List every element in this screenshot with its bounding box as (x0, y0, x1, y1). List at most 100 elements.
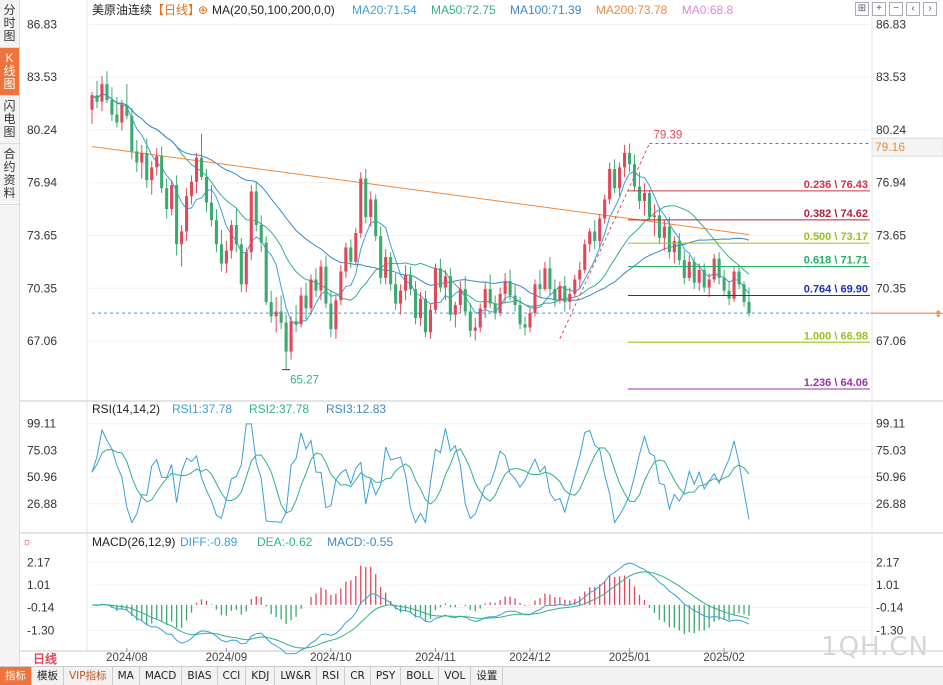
candle-body (498, 293, 502, 314)
macd-legend-2: MACD:-0.55 (327, 535, 393, 549)
candle-body (613, 168, 617, 189)
price-tick-right: 83.53 (876, 70, 906, 84)
candle-body (130, 116, 134, 152)
candle-body (249, 191, 253, 253)
candle-body (409, 274, 413, 290)
fib-label: 0.382 \ 74.62 (804, 208, 868, 220)
indicator-tab-6[interactable]: CCI (218, 667, 247, 685)
rsi1-line (91, 423, 750, 525)
candle-body (364, 178, 368, 218)
candle-body (244, 252, 248, 285)
candle-body (90, 95, 94, 110)
indicator-tab-13[interactable]: VOL (439, 667, 472, 685)
price-tag-box (871, 137, 943, 157)
candle-body (707, 279, 711, 288)
x-tick-label: 2025/01 (609, 652, 651, 664)
candle-body (140, 152, 144, 163)
macd-title: MACD(26,12,9) (92, 535, 175, 549)
macd-tick-right: 2.17 (876, 555, 900, 569)
candle-body (687, 261, 691, 278)
candle-body (488, 289, 492, 304)
indicator-tab-7[interactable]: KDJ (246, 667, 276, 685)
indicator-tab-9[interactable]: RSI (317, 667, 346, 685)
candle-body (503, 281, 507, 294)
candle-body (374, 199, 378, 237)
candle-body (279, 311, 283, 323)
price-tick-left: 80.24 (27, 123, 57, 137)
macd-dea-line (91, 571, 750, 649)
candle-body (289, 321, 293, 352)
ma-legend-4: MA0:68.8 (682, 3, 734, 17)
macd-diff-line (91, 562, 750, 655)
candle-body (737, 271, 741, 285)
period-box (30, 652, 62, 666)
candle-body (399, 290, 403, 304)
candle-body (219, 244, 223, 264)
candle-body (115, 114, 119, 123)
fib-label: 0.618 \ 71.71 (804, 255, 868, 267)
candle-body (468, 311, 472, 331)
x-tick-label: 2024/11 (415, 652, 456, 664)
indicator-tab-2[interactable]: VIP指标 (64, 667, 113, 685)
candle-body (742, 284, 746, 302)
candle-body (100, 84, 104, 102)
candle-body (463, 289, 467, 312)
side-tab-0[interactable]: 分时图 (0, 0, 19, 48)
candle-body (702, 269, 706, 288)
side-tab-2[interactable]: 闪电图 (0, 96, 19, 144)
rsi-tick-left: 26.88 (27, 497, 57, 511)
indicator-tab-1[interactable]: 模板 (32, 667, 64, 685)
x-tick-label: 2024/12 (509, 652, 551, 664)
indicator-tab-3[interactable]: MA (113, 667, 140, 685)
candle-body (548, 268, 552, 290)
x-tick-label: 2025/02 (703, 652, 745, 664)
candle-body (578, 269, 582, 280)
arrow-left-icon[interactable]: ‹ (906, 2, 920, 16)
ma-legend-1: MA50:72.75 (431, 3, 496, 17)
side-tab-3[interactable]: 合约资料 (0, 144, 19, 205)
candle-body (329, 303, 333, 330)
fib-label: 0.236 \ 76.43 (804, 179, 868, 191)
candle-body (558, 285, 562, 301)
candle-body (588, 231, 592, 245)
indicator-tab-14[interactable]: 设置 (471, 667, 504, 685)
expand-icon[interactable]: ⊞ (855, 2, 869, 16)
candle-body (254, 191, 258, 226)
candle-body (379, 236, 383, 278)
indicator-tab-12[interactable]: BOLL (401, 667, 440, 685)
candle-body (229, 225, 233, 251)
candle-body (697, 269, 701, 283)
candle-body (209, 202, 213, 221)
price-tick-left: 86.83 (27, 17, 57, 31)
candle-body (194, 157, 199, 182)
indicator-tab-10[interactable]: CR (345, 667, 371, 685)
indicator-tab-11[interactable]: PSY (371, 667, 402, 685)
candle-body (493, 303, 497, 314)
indicator-tab-0[interactable]: 指标 (0, 667, 32, 685)
candle-body (732, 271, 736, 299)
candle-body (538, 284, 542, 290)
indicator-tab-4[interactable]: MACD (140, 667, 183, 685)
fib-label: 1.236 \ 64.06 (804, 377, 868, 389)
candle-body (284, 322, 288, 352)
zoom-out-icon[interactable]: − (889, 2, 903, 16)
candle-body (334, 300, 338, 330)
candle-body (543, 268, 547, 290)
arrow-right-icon[interactable]: › (923, 2, 937, 16)
indicator-tab-8[interactable]: LW&R (275, 667, 318, 685)
candle-body (95, 95, 99, 102)
candle-body (344, 247, 348, 272)
candle-body (418, 298, 423, 318)
candle-body (155, 156, 159, 168)
indicator-tab-5[interactable]: BIAS (182, 667, 218, 685)
candle-body (553, 289, 557, 301)
zoom-in-icon[interactable]: + (872, 2, 886, 16)
candle-body (667, 226, 671, 253)
ma-legend-2: MA100:71.39 (510, 3, 582, 17)
macd-settings-icon: ☼ (22, 536, 32, 548)
candle-body (160, 156, 164, 189)
ma-legend-0: MA20:71.54 (352, 3, 417, 17)
ma-indicator-label: MA(20,50,100,200,0,0) (212, 3, 335, 17)
candle-body (354, 233, 358, 262)
